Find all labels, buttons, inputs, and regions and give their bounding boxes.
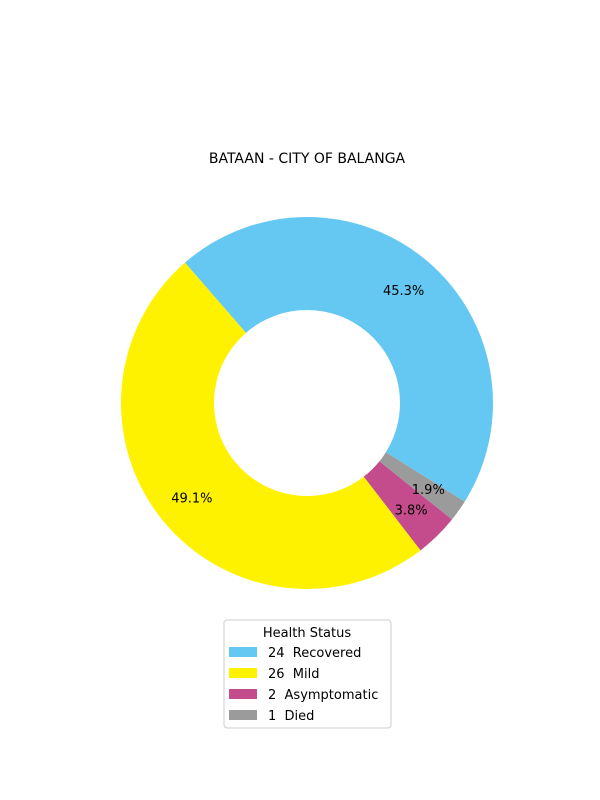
percent-label-mild: 49.1% bbox=[171, 491, 212, 506]
slice-died bbox=[379, 452, 465, 520]
percent-label-recovered: 45.3% bbox=[383, 284, 424, 299]
legend: Health Status 24 Recovered 26 Mild 2 Asymp… bbox=[223, 619, 392, 729]
percent-labels: 45.3% 49.1% 3.8% 1.9% bbox=[171, 284, 445, 518]
legend-label-asymptomatic: 2 Asymptomatic bbox=[268, 688, 378, 703]
legend-swatch-mild bbox=[229, 668, 257, 678]
legend-label-recovered: 24 Recovered bbox=[268, 646, 361, 661]
percent-label-died: 1.9% bbox=[412, 483, 445, 498]
slice-asymptomatic bbox=[363, 461, 452, 551]
legend-label-mild: 26 Mild bbox=[268, 667, 320, 682]
percent-label-asymptomatic: 3.8% bbox=[395, 503, 428, 518]
donut-slices bbox=[120, 217, 493, 590]
legend-items: 24 Recovered 26 Mild 2 Asymptomatic 1 Died bbox=[229, 646, 378, 724]
legend-swatch-asymptomatic bbox=[229, 689, 257, 699]
legend-swatch-died bbox=[229, 710, 257, 720]
legend-swatch-recovered bbox=[229, 647, 257, 657]
legend-label-died: 1 Died bbox=[268, 709, 314, 724]
chart-title: BATAAN - CITY OF BALANGA bbox=[209, 151, 406, 167]
slice-recovered bbox=[184, 217, 493, 502]
legend-title: Health Status bbox=[263, 626, 351, 641]
slice-mild bbox=[120, 262, 421, 590]
legend-frame bbox=[223, 619, 392, 729]
